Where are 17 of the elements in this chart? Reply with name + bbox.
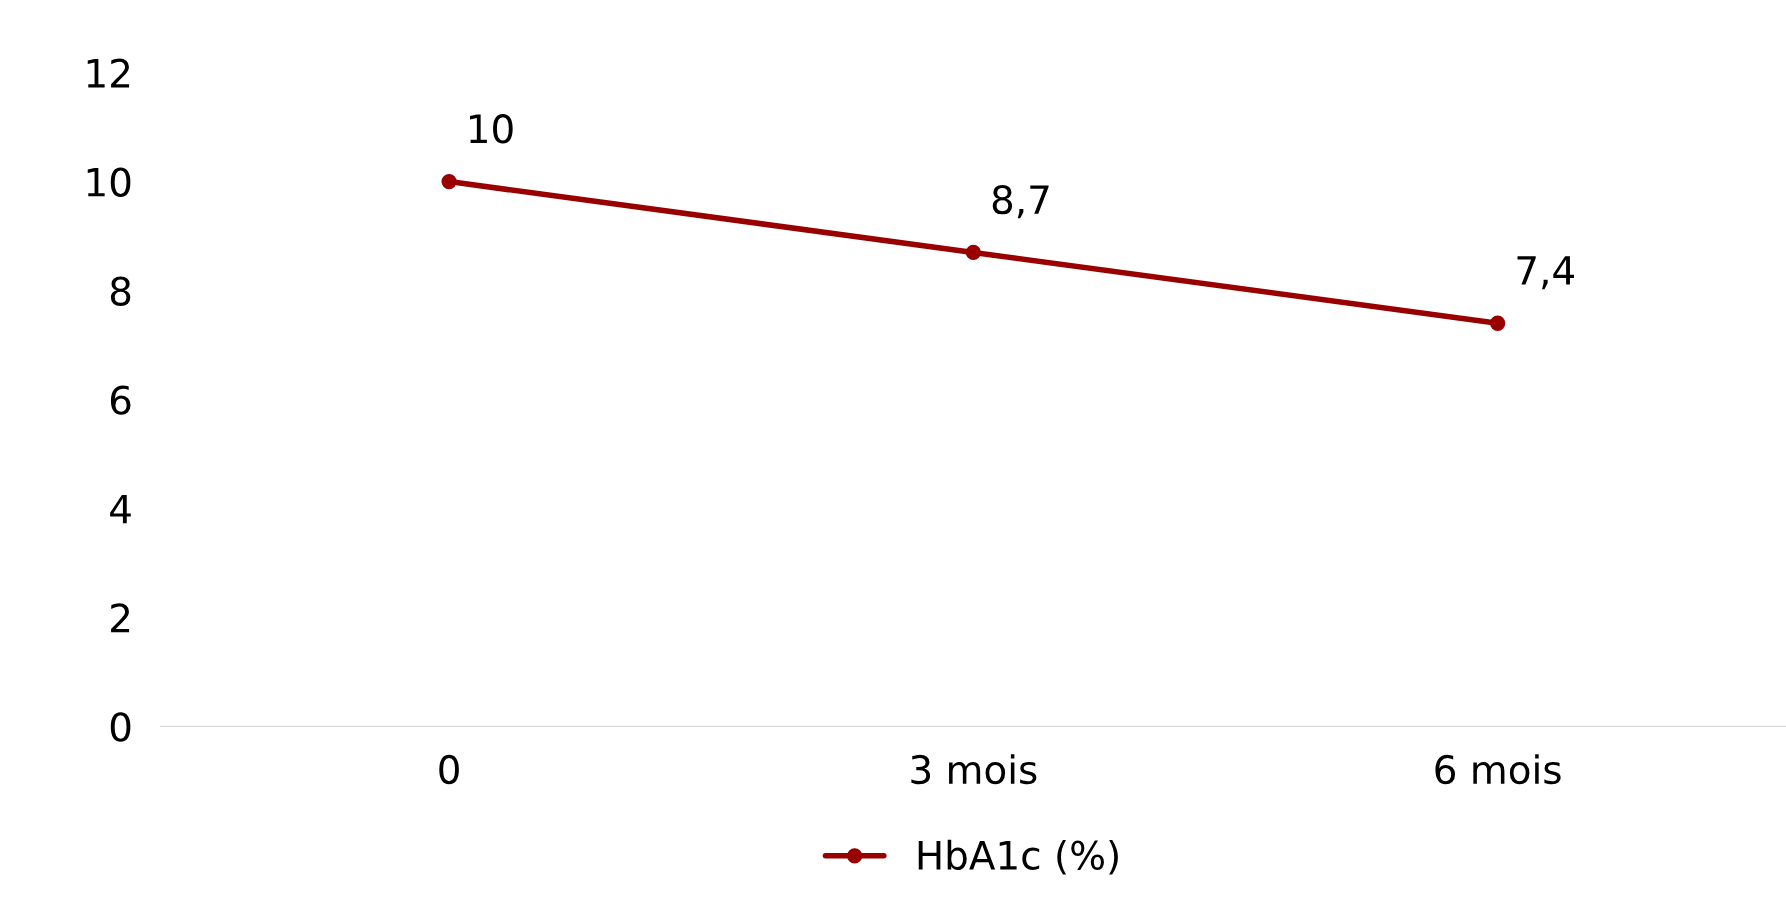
y-tick-label: 10 <box>87 167 131 197</box>
y-tick-label: 0 <box>110 712 131 742</box>
y-tick-label: 12 <box>87 58 130 88</box>
y-tick-label: 4 <box>110 494 131 524</box>
point <box>1490 315 1506 331</box>
y-tick-label: 8 <box>110 276 131 306</box>
data-label: 7,4 <box>1517 256 1574 290</box>
x-tick-label: 6 mois <box>1435 754 1561 785</box>
data-label: 10 <box>470 114 513 144</box>
data-label: 8,7 <box>992 184 1049 219</box>
x-tick-label: 3 mois <box>911 754 1037 785</box>
y-tick-label: 2 <box>111 603 130 633</box>
point <box>441 173 457 190</box>
legend-label: HbA1c (%) <box>918 839 1118 875</box>
y-tick-label: 6 <box>110 385 131 415</box>
point <box>965 244 982 261</box>
x-tick-label: 0 <box>439 754 459 785</box>
